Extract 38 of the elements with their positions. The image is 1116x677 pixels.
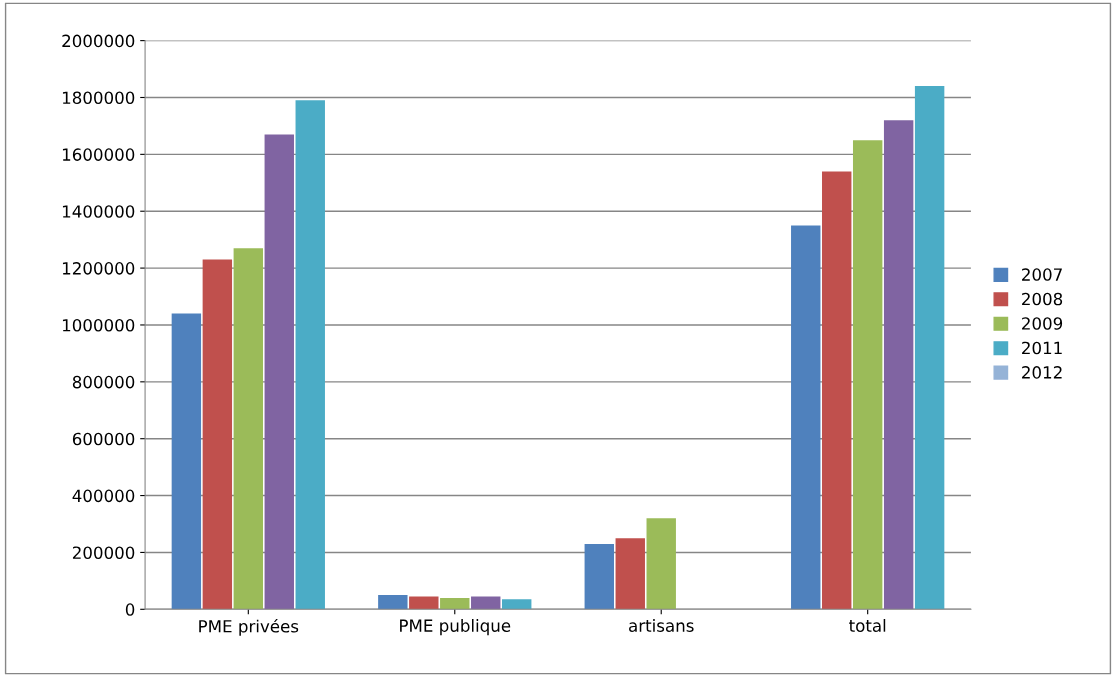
x-tick-label: PME publique <box>400 619 511 636</box>
y-tick-label: 1600000 <box>62 148 135 161</box>
bar <box>502 599 532 610</box>
bar <box>378 595 408 610</box>
y-tick-label: 1400000 <box>62 205 135 218</box>
bar <box>295 100 325 610</box>
bar <box>409 596 439 610</box>
bar <box>440 597 470 610</box>
bar <box>202 259 233 610</box>
bar <box>914 86 945 610</box>
bar <box>883 120 914 610</box>
bar <box>615 538 645 610</box>
y-tick-label: 2000000 <box>62 34 135 48</box>
legend-label: 2009 <box>1022 317 1063 330</box>
bar <box>171 313 202 610</box>
legend-label: 2007 <box>1022 268 1062 281</box>
x-tick-label: total <box>849 619 886 632</box>
y-tick-label: 800000 <box>72 375 135 389</box>
legend-label: 2008 <box>1022 292 1063 306</box>
y-tick-label: 400000 <box>72 489 135 503</box>
legend-label: 2011 <box>1022 341 1062 355</box>
bar <box>584 543 614 610</box>
x-tick-label: PME privées <box>199 619 299 636</box>
bar <box>791 225 821 610</box>
bar <box>646 518 676 610</box>
y-tick-label: 1000000 <box>62 318 135 332</box>
y-tick-label: 600000 <box>72 432 135 446</box>
x-tick-label: artisans <box>629 619 694 632</box>
y-tick-label: 0 <box>125 603 135 616</box>
y-tick-label: 1800000 <box>62 91 135 105</box>
y-tick-label: 200000 <box>72 546 135 559</box>
bar <box>471 596 501 610</box>
bar <box>264 134 294 610</box>
legend-label: 2012 <box>1022 366 1062 379</box>
bar <box>822 171 852 610</box>
bar <box>233 248 264 610</box>
bar <box>852 140 883 610</box>
y-tick-label: 1200000 <box>62 262 135 275</box>
